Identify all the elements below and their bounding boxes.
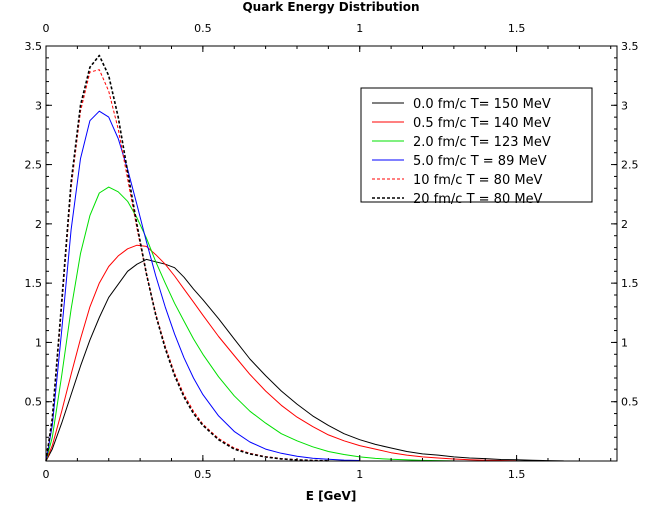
series-line-5 (45, 69, 329, 462)
legend-label-5: 10 fm/c T = 80 MeV (413, 173, 543, 188)
ticks-layer: 0 0 0.5 0.5 1 1 1.5 1.5 0.5 0.5 1 1 1.5 1.5 2 2 2.5 2.5 3 3… (25, 22, 639, 481)
x-tick-label-top: 1 (356, 22, 363, 35)
x-tick-label-bottom: 1.5 (508, 468, 526, 481)
x-axis-label: E [GeV] (306, 489, 357, 503)
y-tick-label-left: 3 (35, 99, 42, 112)
y-tick-label-left: 1.5 (25, 277, 43, 290)
y-tick-label-left: 3.5 (25, 40, 43, 53)
x-tick-label-top: 1.5 (508, 22, 526, 35)
y-tick-label-right: 0.5 (621, 396, 639, 409)
series-line-6 (45, 54, 329, 462)
y-tick-label-right: 2 (621, 218, 628, 231)
legend: 0.0 fm/c T= 150 MeV 0.5 fm/c T= 140 MeV 2.… (360, 87, 593, 207)
legend-label-3: 2.0 fm/c T= 123 MeV (413, 135, 551, 150)
y-tick-label-right: 1.5 (621, 277, 639, 290)
legend-label-1: 0.0 fm/c T= 150 MeV (413, 97, 551, 112)
y-tick-label-left: 2.5 (25, 159, 43, 172)
x-tick-label-bottom: 1 (356, 468, 363, 481)
legend-box (360, 87, 593, 203)
series-line-2 (45, 244, 517, 462)
series-line-4 (45, 110, 360, 462)
plot-frame (45, 45, 618, 462)
y-tick-label-right: 2.5 (621, 159, 639, 172)
legend-label-4: 5.0 fm/c T = 89 MeV (413, 154, 547, 169)
y-tick-label-left: 2 (35, 218, 42, 231)
y-tick-label-right: 3 (621, 99, 628, 112)
series-line-3 (45, 186, 454, 462)
y-tick-label-left: 1 (35, 336, 42, 349)
y-tick-label-left: 0.5 (25, 396, 43, 409)
chart-title: Quark Energy Distribution (242, 0, 419, 14)
series-line-1 (45, 258, 564, 462)
x-tick-label-bottom: 0.5 (194, 468, 212, 481)
x-tick-label-top: 0.5 (194, 22, 212, 35)
y-tick-label-right: 3.5 (621, 40, 639, 53)
y-tick-label-right: 1 (621, 336, 628, 349)
x-tick-label-bottom: 0 (43, 468, 50, 481)
series-layer (45, 54, 564, 462)
x-tick-label-top: 0 (43, 22, 50, 35)
legend-label-2: 0.5 fm/c T= 140 MeV (413, 116, 551, 131)
legend-label-6: 20 fm/c T = 80 MeV (413, 192, 543, 207)
